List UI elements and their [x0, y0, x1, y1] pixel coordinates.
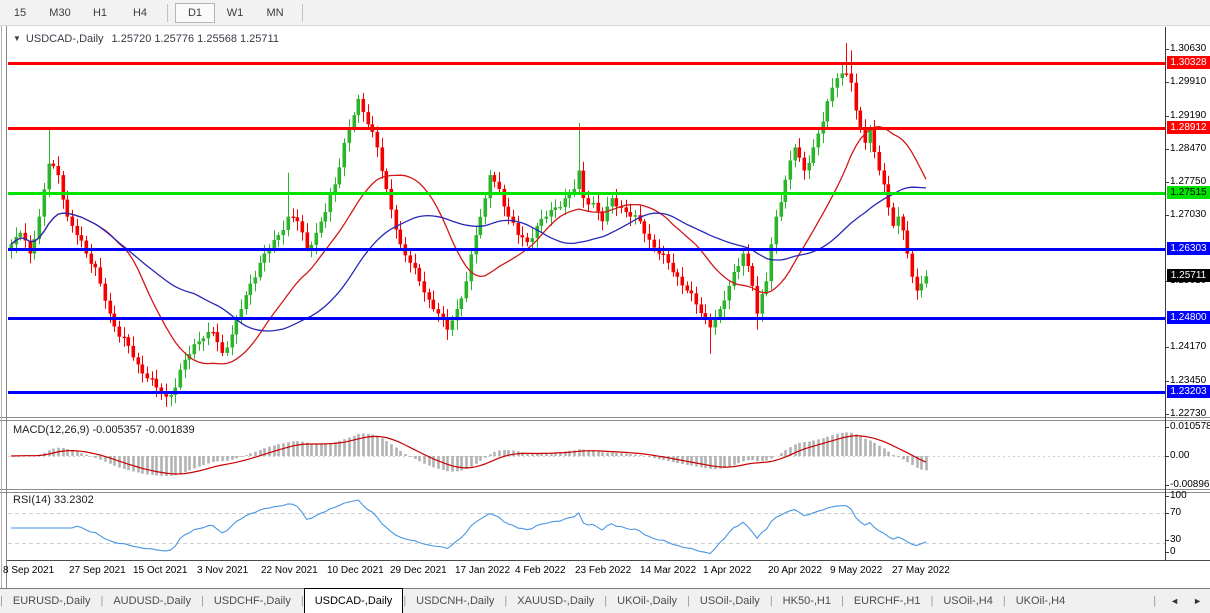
price-tick-label: 1.30630	[1170, 43, 1207, 54]
price-tick-label: 1.27750	[1170, 176, 1207, 187]
price-tick-label: 1.29190	[1170, 110, 1207, 121]
tab-separator: |	[930, 595, 934, 607]
collapse-arrow-icon[interactable]: ▼	[13, 34, 21, 43]
date-axis-label: 23 Feb 2022	[575, 565, 632, 576]
timeframe-button-w1[interactable]: W1	[226, 6, 244, 19]
moving-average-20	[10, 125, 927, 365]
timeframe-button-d1[interactable]: D1	[175, 2, 215, 23]
price-level-badge: 1.26303	[1167, 242, 1210, 255]
price-tick-label: 1.24170	[1170, 341, 1207, 352]
chart-ohlc-values: 1.25720 1.25776 1.25568 1.25711	[111, 33, 279, 45]
price-level-badge: 1.27515	[1167, 186, 1210, 199]
price-level-badge: 1.30328	[1167, 56, 1210, 69]
rsi-indicator-label: RSI(14) 33.2302	[13, 494, 94, 506]
timeframe-toolbar: 15 M30 H1 H4 D1 W1 MN	[0, 0, 1210, 26]
price-level-badge: 1.28912	[1167, 121, 1210, 134]
tab-scroll-right-icon[interactable]: ►	[1193, 596, 1202, 606]
tab-separator: |	[200, 595, 204, 607]
timeframe-button-h1[interactable]: H1	[92, 6, 108, 19]
date-axis-label: 17 Jan 2022	[455, 565, 511, 576]
timeframe-button-m30[interactable]: M30	[49, 6, 71, 19]
tab-hk50-h1[interactable]: HK50-,H1	[782, 595, 831, 607]
rsi-tick-label: 70	[1170, 507, 1182, 518]
tab-usdcad-daily[interactable]: USDCAD-,Daily	[303, 588, 404, 613]
pane-borders	[0, 26, 1210, 588]
tab-separator: |	[604, 595, 608, 607]
macd-tick-label: 0.010578	[1170, 421, 1210, 432]
chart-symbol-label: USDCAD-,Daily	[25, 33, 104, 45]
tab-separator: |	[1002, 595, 1006, 607]
price-tick-label: 1.22730	[1170, 408, 1207, 419]
chart-title: ▼ USDCAD-,Daily 1.25720 1.25776 1.25568 1.…	[13, 33, 279, 45]
timeframe-button-15[interactable]: 15	[13, 6, 27, 19]
price-level-badge: 1.23203	[1167, 385, 1210, 398]
tab-separator: |	[687, 595, 690, 607]
date-axis-label: 9 May 2022	[830, 565, 883, 576]
tab-separator: |	[769, 595, 773, 607]
toolbar-separator	[167, 3, 168, 22]
date-axis-label: 3 Nov 2021	[197, 565, 249, 576]
moving-average-40	[10, 186, 927, 332]
tab-scroll-left-icon[interactable]: ◄	[1170, 596, 1180, 606]
rsi-tick-label: 0	[1170, 546, 1176, 557]
date-axis-label: 22 Nov 2021	[261, 565, 318, 576]
tab-audusd-daily[interactable]: AUDUSD-,Daily	[113, 595, 191, 607]
macd-signal-line	[10, 435, 927, 475]
macd-tick-label: -0.00896	[1170, 479, 1210, 490]
tab-separator: |	[0, 595, 3, 607]
price-tick-label: 1.27030	[1170, 209, 1207, 220]
tab-eurchf-h1[interactable]: EURCHF-,H1	[853, 595, 921, 607]
date-axis-label: 29 Dec 2021	[390, 565, 447, 576]
price-tick-label: 1.29910	[1170, 76, 1207, 87]
tab-separator: |	[504, 595, 508, 607]
date-axis-label: 27 Sep 2021	[69, 565, 126, 576]
tab-usdcnh-daily[interactable]: USDCNH-,Daily	[416, 595, 495, 607]
timeframe-button-mn[interactable]: MN	[266, 6, 284, 19]
tab-ukoil-h4[interactable]: UKOil-,H4	[1015, 595, 1066, 607]
toolbar-separator	[302, 3, 303, 22]
rsi-line	[11, 499, 927, 555]
tab-usoil-daily[interactable]: USOil-,Daily	[699, 595, 760, 607]
date-axis-label: 15 Oct 2021	[133, 565, 188, 576]
macd-tick-label: 0.00	[1170, 450, 1190, 461]
tab-eurusd-daily[interactable]: EURUSD-,Daily	[12, 595, 91, 607]
tab-scroll-controls: | ◄ ►	[1143, 589, 1210, 613]
date-axis-label: 8 Sep 2021	[3, 565, 55, 576]
date-axis-label: 14 Mar 2022	[640, 565, 697, 576]
symbol-tabbar: | EURUSD-,Daily | AUDUSD-,Daily | USDCHF-,Dai…	[0, 588, 1210, 613]
tab-separator: |	[300, 595, 304, 607]
date-axis-label: 4 Feb 2022	[515, 565, 566, 576]
tab-usoil-h4[interactable]: USOil-,H4	[943, 595, 993, 607]
tab-separator: |	[840, 595, 844, 607]
price-tick-label: 1.23450	[1170, 375, 1207, 386]
price-tick-label: 1.28470	[1170, 143, 1207, 154]
date-axis-label: 1 Apr 2022	[703, 565, 752, 576]
date-axis-label: 10 Dec 2021	[327, 565, 384, 576]
tab-xauusd-daily[interactable]: XAUUSD-,Daily	[517, 595, 595, 607]
price-level-badge: 1.24800	[1167, 311, 1210, 324]
rsi-tick-label: 30	[1170, 534, 1182, 545]
date-axis-label: 27 May 2022	[892, 565, 950, 576]
tab-ukoil-daily[interactable]: UKOil-,Daily	[617, 595, 678, 607]
rsi-tick-label: 100	[1170, 490, 1187, 501]
tab-separator: |	[1153, 595, 1157, 607]
tab-usdchf-daily[interactable]: USDCHF-,Daily	[213, 595, 291, 607]
tab-separator: |	[403, 595, 407, 607]
price-level-badge: 1.25711	[1167, 269, 1210, 282]
macd-indicator-label: MACD(12,26,9) -0.005357 -0.001839	[13, 424, 195, 436]
macd-histogram	[15, 432, 928, 476]
date-axis-label: 20 Apr 2022	[768, 565, 822, 576]
tab-separator: |	[100, 595, 104, 607]
timeframe-button-h4[interactable]: H4	[132, 6, 148, 19]
